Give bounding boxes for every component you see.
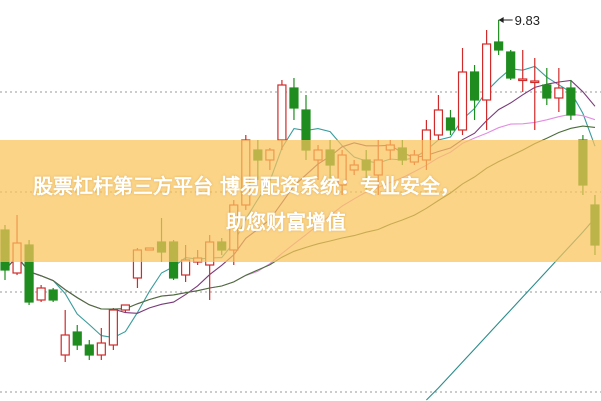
candle-body [72,331,82,346]
banner-text-line1: 股票杠杆第三方平台 博易配资系统：专业安全， [33,174,460,198]
max-price-label: 9.83 [515,13,540,28]
candle-body [277,84,287,141]
candle-body [554,87,564,99]
candle [72,325,82,350]
candle [482,30,492,130]
candle-body [120,304,131,311]
candle-body [60,334,70,356]
candle [84,340,94,360]
ma5-line [4,65,596,339]
candle [566,80,576,120]
candle-body [530,80,540,84]
candle-body [36,287,46,301]
max-price-marker: 9.83 [498,13,540,28]
candle-body [108,309,118,346]
candle-body [542,84,552,99]
max-price-arrow [498,17,504,23]
candle-body [518,78,528,82]
candle [506,50,516,80]
candle [469,65,480,120]
candle-body [457,71,468,131]
candle [530,58,540,130]
candle-body [84,344,94,356]
candle-body [482,43,492,101]
candle-body [494,41,504,51]
candle [445,110,456,135]
candle [554,68,564,112]
candle-body [506,51,516,79]
candle [433,95,444,140]
candle [457,48,468,135]
candle [518,50,528,92]
candle [494,20,504,55]
candle-body [96,342,106,356]
candle [289,78,299,120]
candle-body [469,71,480,101]
candle-body [48,289,58,301]
banner-text-line2: 助您财富增值 [226,210,346,234]
candle [60,310,70,362]
candle [120,304,131,312]
candle-body [566,87,576,116]
candle-body [181,259,191,276]
candle-body [433,109,444,136]
candle [108,308,118,350]
candle-body [289,87,299,109]
candle [48,288,58,302]
candle [96,328,106,360]
candle-body [445,117,456,131]
candle [36,285,46,302]
promo-banner [0,140,601,262]
candle [542,68,552,105]
